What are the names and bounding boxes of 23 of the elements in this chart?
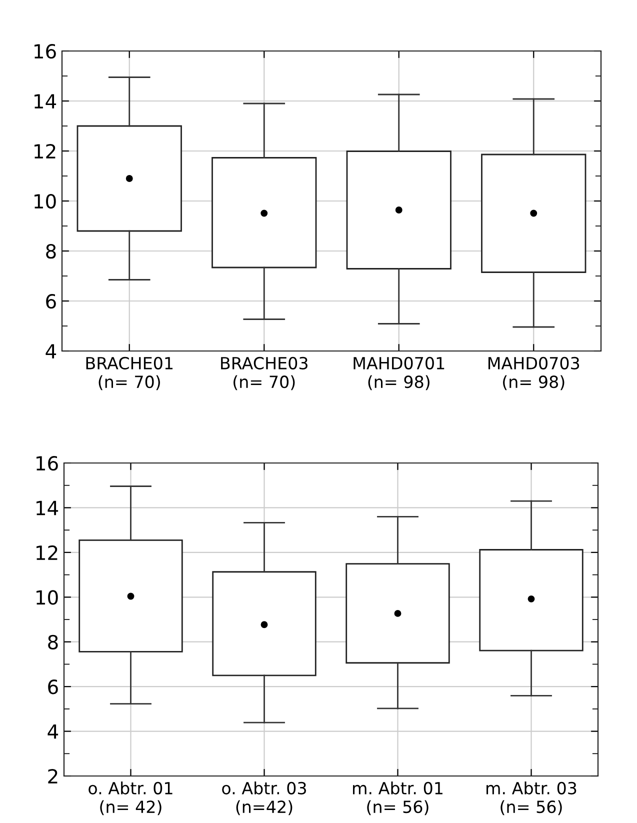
y-tick-label: 8 [46,244,56,259]
y-tick-label: 4 [48,724,58,739]
y-tick-label: 12 [36,545,58,560]
y-tick-label: 4 [46,344,56,358]
y-tick-label: 16 [34,44,56,59]
y-tick-label: 10 [36,590,58,605]
x-tick-label: MAHD0703 (n= 98) [488,356,580,390]
x-tick-label: BRACHE03 (n= 70) [221,356,308,390]
x-tick-label: o. Abtr. 01 (n= 42) [88,782,172,816]
x-tick-label: o. Abtr. 03 (n=42) [222,782,306,816]
x-tick-label: BRACHE01 (n= 70) [86,356,173,390]
y-tick-label: 16 [36,456,58,471]
x-tick-label: m. Abtr. 03 (n= 56) [486,782,576,816]
y-tick-label: 12 [34,144,56,158]
y-tick-label: 14 [36,500,58,516]
x-tick-label: m. Abtr. 01 (n= 56) [353,782,442,816]
y-tick-label: 8 [48,634,58,650]
y-tick-label: 6 [46,294,56,309]
y-tick-label: 14 [34,94,56,108]
x-tick-label: MAHD0701 (n= 98) [354,356,444,390]
y-tick-label: 2 [48,768,58,784]
y-tick-label: 10 [34,194,56,209]
y-tick-label: 6 [48,680,58,694]
